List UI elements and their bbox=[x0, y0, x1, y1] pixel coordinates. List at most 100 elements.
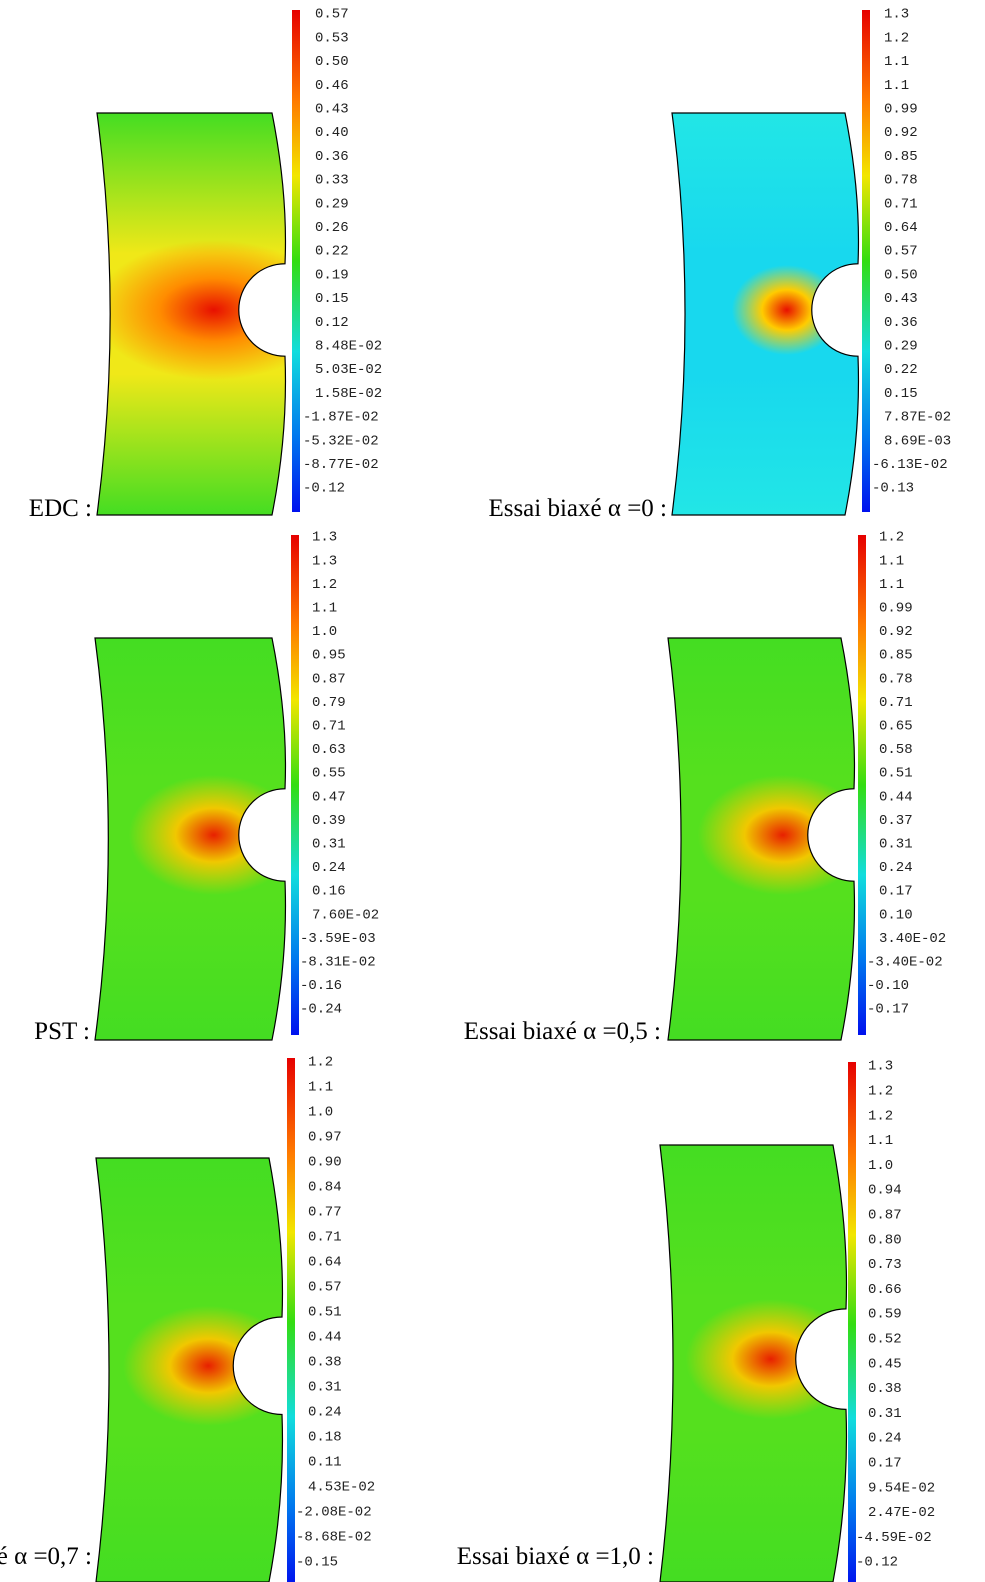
colorbar-label: -2.08E-02 bbox=[296, 1505, 372, 1521]
panel-label: PST : bbox=[34, 1018, 90, 1045]
colorbar-label: 1.2 bbox=[312, 577, 337, 593]
panel-label: EDC : bbox=[29, 495, 92, 522]
colorbar-label: 0.31 bbox=[312, 837, 346, 853]
colorbar-label: -4.59E-02 bbox=[856, 1530, 932, 1546]
colorbar bbox=[848, 1062, 856, 1582]
colorbar-label: 0.92 bbox=[884, 125, 918, 141]
colorbar-label: 0.97 bbox=[308, 1130, 342, 1146]
colorbar-label: 3.40E-02 bbox=[879, 931, 946, 947]
colorbar-label: 1.3 bbox=[884, 7, 909, 23]
hot-spot bbox=[697, 774, 855, 895]
colorbar-label: 1.3 bbox=[312, 553, 337, 569]
colorbar-label: 0.44 bbox=[879, 789, 913, 805]
colorbar-label: 1.2 bbox=[879, 530, 904, 546]
colorbar-label: 0.43 bbox=[884, 291, 918, 307]
colorbar-label: 0.71 bbox=[884, 196, 918, 212]
colorbar-label: 8.69E-03 bbox=[884, 433, 951, 449]
colorbar-label: 0.50 bbox=[884, 267, 918, 283]
colorbar-label: 0.24 bbox=[308, 1405, 342, 1421]
field-outline bbox=[659, 1144, 848, 1582]
colorbar-label: 0.22 bbox=[315, 244, 349, 260]
colorbar-label: -0.12 bbox=[303, 481, 345, 497]
colorbar-label: -5.32E-02 bbox=[303, 433, 379, 449]
colorbar-label: 0.43 bbox=[315, 102, 349, 118]
colorbar-label: -3.40E-02 bbox=[867, 955, 943, 971]
colorbar-label: -0.13 bbox=[872, 481, 914, 497]
colorbar-label: 7.87E-02 bbox=[884, 410, 951, 426]
colorbar-label: 1.1 bbox=[868, 1133, 893, 1149]
colorbar-label: 0.94 bbox=[868, 1183, 902, 1199]
colorbar-label: 0.51 bbox=[879, 766, 913, 782]
colorbar-label: 1.2 bbox=[308, 1055, 333, 1071]
colorbar-label: 0.47 bbox=[312, 789, 346, 805]
colorbar-label: 0.64 bbox=[884, 220, 918, 236]
colorbar-label: 0.31 bbox=[868, 1406, 902, 1422]
colorbar-label: 0.58 bbox=[879, 742, 913, 758]
colorbar-label: 0.64 bbox=[308, 1255, 342, 1271]
colorbar-label: 1.2 bbox=[868, 1108, 893, 1124]
colorbar-label: 0.11 bbox=[308, 1455, 342, 1471]
field-outline bbox=[96, 112, 287, 516]
field-outline bbox=[95, 1157, 284, 1582]
colorbar-label: 0.17 bbox=[879, 884, 913, 900]
panel bbox=[659, 1144, 848, 1582]
colorbar-label: 0.53 bbox=[315, 30, 349, 46]
colorbar-label: 0.63 bbox=[312, 742, 346, 758]
panel bbox=[667, 637, 856, 1041]
colorbar-label: 0.24 bbox=[868, 1431, 902, 1447]
colorbar-label: 0.65 bbox=[879, 719, 913, 735]
panel-label: Essai biaxé α =0,7 : bbox=[0, 1543, 92, 1570]
colorbar-label: 1.1 bbox=[879, 577, 904, 593]
colorbar-label: -0.16 bbox=[300, 978, 342, 994]
panel-label: Essai biaxé α =0,5 : bbox=[464, 1018, 661, 1045]
colorbar-label: 0.66 bbox=[868, 1282, 902, 1298]
colorbar-label: 0.37 bbox=[879, 813, 913, 829]
colorbar-label: 1.1 bbox=[884, 78, 909, 94]
colorbar-label: 8.48E-02 bbox=[315, 339, 382, 355]
colorbar-label: 0.16 bbox=[312, 884, 346, 900]
colorbar-label: 0.71 bbox=[312, 719, 346, 735]
colorbar-label: 0.26 bbox=[315, 220, 349, 236]
colorbar-label: -3.59E-03 bbox=[300, 931, 376, 947]
colorbar-label: 0.84 bbox=[308, 1180, 342, 1196]
colorbar-label: 0.79 bbox=[312, 695, 346, 711]
colorbar-label: 0.87 bbox=[868, 1208, 902, 1224]
colorbar-label: 0.12 bbox=[315, 315, 349, 331]
colorbar-label: -8.31E-02 bbox=[300, 955, 376, 971]
colorbar-label: 0.57 bbox=[315, 7, 349, 23]
colorbar-label: 0.78 bbox=[884, 173, 918, 189]
colorbar-label: 1.1 bbox=[879, 553, 904, 569]
colorbar-label: 0.38 bbox=[868, 1381, 902, 1397]
field-outline bbox=[671, 112, 860, 516]
colorbar-label: -6.13E-02 bbox=[872, 457, 948, 473]
colorbar-label: 0.71 bbox=[879, 695, 913, 711]
panel-label: Essai biaxé α =1,0 : bbox=[457, 1543, 654, 1570]
colorbar bbox=[287, 1058, 295, 1582]
colorbar-label: 0.57 bbox=[884, 244, 918, 260]
colorbar-label: 0.71 bbox=[308, 1230, 342, 1246]
colorbar-label: 1.1 bbox=[884, 54, 909, 70]
colorbar-label: -0.15 bbox=[296, 1555, 338, 1571]
colorbar-label: 0.87 bbox=[312, 671, 346, 687]
panel-label: Essai biaxé α =0 : bbox=[488, 495, 667, 522]
colorbar-label: 0.55 bbox=[312, 766, 346, 782]
colorbar-label: 0.57 bbox=[308, 1280, 342, 1296]
hot-spot bbox=[731, 264, 842, 355]
colorbar-label: 0.18 bbox=[308, 1430, 342, 1446]
colorbar-label: 0.73 bbox=[868, 1257, 902, 1273]
colorbar-label: 0.78 bbox=[879, 671, 913, 687]
panel bbox=[94, 637, 287, 1041]
colorbar-label: -1.87E-02 bbox=[303, 410, 379, 426]
colorbar bbox=[292, 10, 300, 512]
colorbar-label: 9.54E-02 bbox=[868, 1480, 935, 1496]
colorbar-label: 0.31 bbox=[308, 1380, 342, 1396]
colorbar-label: 4.53E-02 bbox=[308, 1480, 375, 1496]
colorbar-label: 0.99 bbox=[879, 601, 913, 617]
colorbar-label: 0.29 bbox=[884, 339, 918, 355]
colorbar-label: 0.24 bbox=[312, 860, 346, 876]
colorbar-label: 0.38 bbox=[308, 1355, 342, 1371]
colorbar-label: -0.10 bbox=[867, 978, 909, 994]
colorbar-label: 0.19 bbox=[315, 267, 349, 283]
colorbar-label: 0.40 bbox=[315, 125, 349, 141]
